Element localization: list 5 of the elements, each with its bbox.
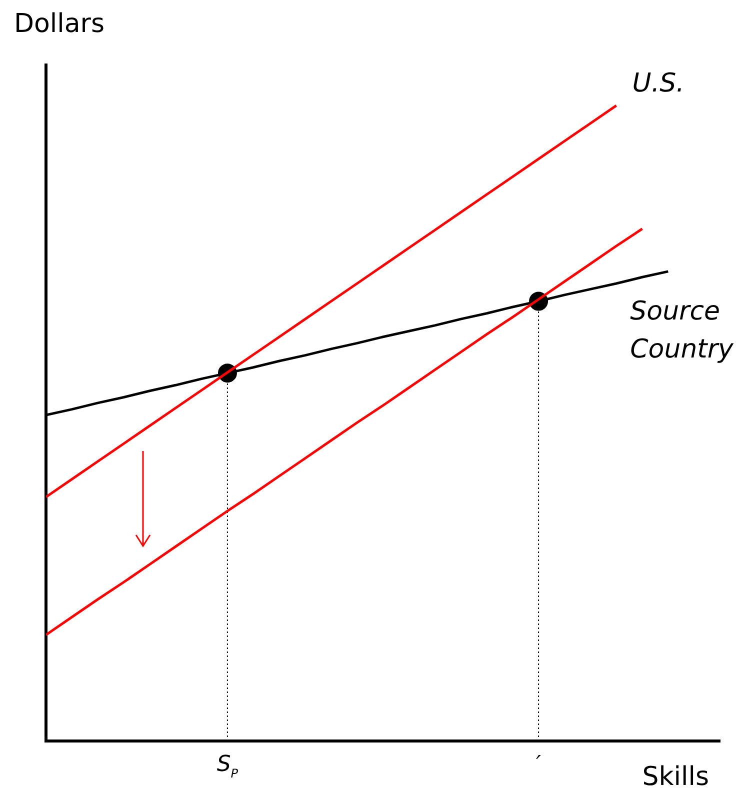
series-label: Source Country: [630, 296, 734, 364]
x-axis-title: Skills: [642, 762, 709, 791]
x-tick-label: ′: [536, 752, 542, 777]
y-axis-title: Dollars: [14, 9, 105, 39]
series-label: U.S.: [632, 68, 684, 99]
